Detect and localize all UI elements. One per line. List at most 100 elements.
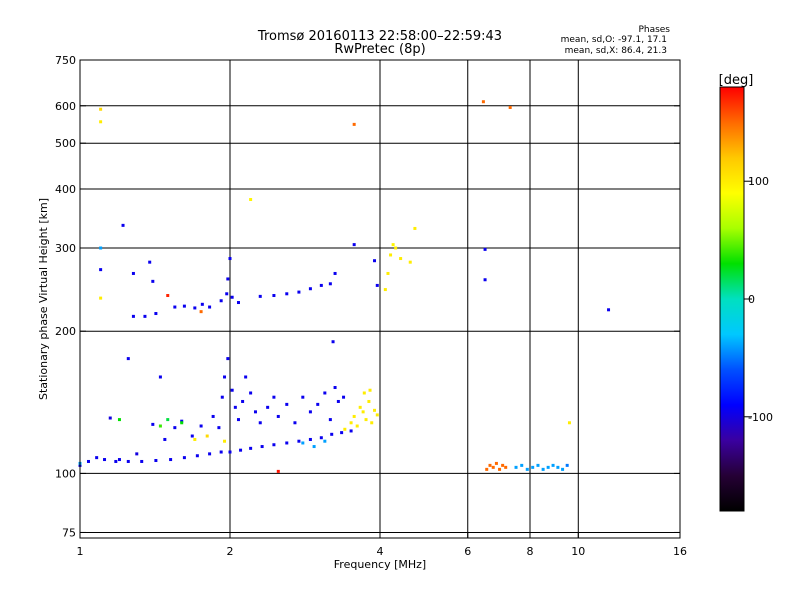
data-point	[368, 388, 372, 392]
data-point	[565, 463, 569, 467]
data-point	[226, 357, 230, 361]
x-tick-label: 16	[673, 545, 687, 558]
data-point	[200, 302, 204, 306]
data-point	[158, 424, 162, 428]
data-point	[228, 450, 232, 454]
data-point	[361, 410, 365, 414]
data-point	[343, 427, 347, 431]
data-point	[154, 312, 158, 316]
data-point	[208, 305, 212, 309]
data-point	[253, 410, 257, 414]
data-point	[514, 465, 518, 469]
data-point	[182, 456, 186, 460]
data-point	[260, 445, 264, 449]
data-point	[285, 441, 289, 445]
data-point	[272, 443, 276, 447]
data-point	[352, 122, 356, 126]
data-point	[126, 459, 130, 463]
data-point	[301, 441, 305, 445]
data-point	[225, 292, 229, 296]
y-tick-label: 600	[55, 100, 76, 113]
data-point	[223, 375, 227, 379]
data-point	[166, 294, 170, 298]
data-point	[358, 405, 362, 409]
data-point	[508, 106, 512, 110]
data-point	[323, 391, 327, 395]
data-point	[551, 463, 555, 467]
colorbar-ticks: 100 0 -100	[744, 175, 773, 424]
data-point	[230, 295, 234, 299]
data-point	[349, 421, 353, 425]
data-point	[301, 395, 305, 399]
data-point	[394, 246, 398, 250]
data-point	[276, 469, 280, 473]
data-point	[483, 278, 487, 282]
data-point	[193, 437, 197, 441]
data-point	[99, 246, 103, 250]
y-tick-label: 300	[55, 242, 76, 255]
colorbar-tick-label: -100	[748, 411, 773, 424]
data-point	[481, 100, 485, 104]
y-axis-label: Stationary phase Virtual Height [km]	[37, 198, 50, 400]
data-point	[117, 418, 121, 422]
data-point	[399, 257, 403, 261]
chart-title: Tromsø 20160113 22:58:00–22:59:43	[257, 29, 502, 44]
data-point	[230, 388, 234, 392]
data-point	[355, 424, 359, 428]
data-point	[233, 405, 237, 409]
data-point	[99, 268, 103, 272]
stats-line-x: mean, sd,X: 86.4, 21.3	[565, 46, 667, 56]
data-point	[373, 259, 377, 263]
data-point	[219, 299, 223, 303]
data-point	[319, 436, 323, 440]
data-point	[99, 120, 103, 124]
data-point	[323, 439, 327, 443]
data-point	[536, 463, 540, 467]
data-point	[140, 459, 144, 463]
data-point	[103, 458, 107, 462]
colorbar-tick-label: 100	[748, 175, 769, 188]
data-point	[297, 290, 301, 294]
data-point	[126, 357, 130, 361]
x-tick-label: 1	[77, 545, 84, 558]
colorbar-tick-label: 0	[748, 293, 755, 306]
data-point	[135, 452, 139, 456]
data-point	[276, 414, 280, 418]
data-point	[383, 288, 387, 292]
data-point	[330, 432, 334, 436]
data-point	[217, 426, 221, 430]
data-point	[249, 446, 253, 450]
data-point	[121, 223, 125, 227]
data-point	[131, 314, 135, 318]
data-point	[236, 418, 240, 422]
data-point	[349, 429, 353, 433]
data-point	[546, 465, 550, 469]
data-point	[408, 260, 412, 264]
data-point	[154, 459, 158, 463]
data-point	[258, 421, 262, 425]
data-point	[331, 340, 335, 344]
data-point	[199, 310, 203, 314]
colorbar-gradient	[720, 87, 744, 511]
x-axis-label: Frequency [MHz]	[334, 558, 426, 571]
data-point	[285, 402, 289, 406]
data-point	[352, 414, 356, 418]
data-point	[180, 419, 184, 423]
data-point	[328, 418, 332, 422]
y-tick-label: 100	[55, 467, 76, 480]
data-point	[413, 226, 417, 230]
data-point	[99, 107, 103, 111]
data-point	[193, 306, 197, 310]
data-point	[375, 413, 379, 417]
data-point	[362, 391, 366, 395]
data-point	[494, 461, 498, 465]
data-point	[272, 294, 276, 298]
data-point	[319, 283, 323, 287]
data-point	[316, 402, 320, 406]
data-point	[391, 243, 395, 247]
data-point	[99, 296, 103, 300]
data-point	[364, 418, 368, 422]
data-point	[266, 405, 270, 409]
data-point	[226, 277, 230, 281]
